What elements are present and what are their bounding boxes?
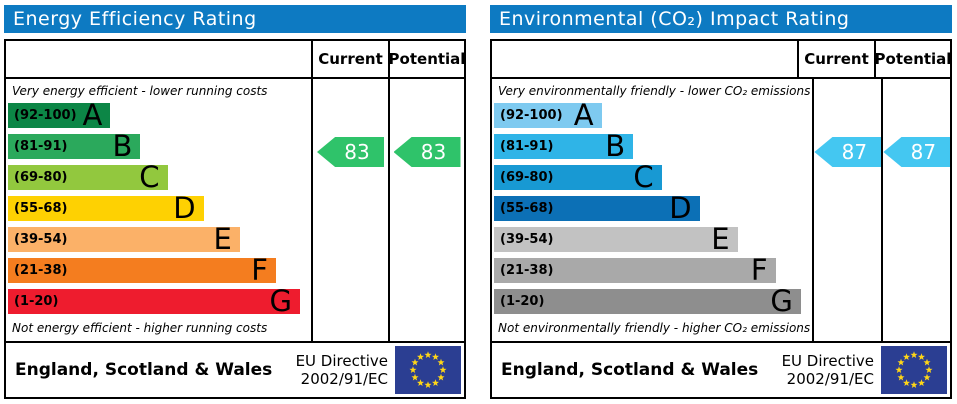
current-value-column: 87 bbox=[812, 79, 882, 341]
band-range-label: (92-100) bbox=[14, 108, 77, 123]
band-row-c: (69-80) C bbox=[494, 160, 662, 194]
energy-efficiency-rating-chart: Energy Efficiency Rating Current Potenti… bbox=[4, 5, 466, 399]
eu-flag-icon bbox=[395, 346, 461, 394]
eu-flag-icon bbox=[881, 346, 947, 394]
top-note: Very environmentally friendly - lower CO… bbox=[498, 84, 811, 98]
footer-region-label: England, Scotland & Wales bbox=[15, 360, 273, 380]
band-range-label: (39-54) bbox=[500, 232, 554, 247]
current-rating-arrow: 83 bbox=[317, 137, 384, 167]
band-range-label: (39-54) bbox=[14, 232, 68, 247]
band-row-b: (81-91) B bbox=[8, 129, 141, 163]
chart-title-bar: Energy Efficiency Rating bbox=[4, 5, 466, 33]
band-letter: B bbox=[605, 129, 626, 163]
rating-scale-area: Very environmentally friendly - lower CO… bbox=[492, 79, 951, 341]
band-letter: B bbox=[112, 129, 133, 163]
potential-value-column: 83 bbox=[388, 79, 464, 341]
current-rating-value: 87 bbox=[841, 140, 868, 164]
bottom-note: Not energy efficient - higher running co… bbox=[12, 321, 268, 335]
band-range-label: (69-80) bbox=[500, 170, 554, 185]
table-footer-row: England, Scotland & Wales EU Directive 2… bbox=[6, 341, 464, 397]
band-letter: E bbox=[711, 222, 730, 256]
band-range-label: (55-68) bbox=[500, 201, 554, 216]
band-letter: E bbox=[213, 222, 232, 256]
band-row-f: (21-38) F bbox=[8, 253, 276, 287]
eu-directive-line1: EU Directive bbox=[295, 352, 388, 370]
band-letter: A bbox=[82, 98, 103, 132]
band-letter: C bbox=[139, 160, 160, 194]
band-letter: F bbox=[251, 253, 268, 287]
bands-cell: Very energy efficient - lower running co… bbox=[6, 79, 311, 341]
band-row-d: (55-68) D bbox=[8, 191, 204, 225]
band-range-label: (1-20) bbox=[14, 294, 59, 309]
band-list: (92-100) A (81-91) B (69-80) C (55-68) D bbox=[494, 98, 810, 320]
band-row-b: (81-91) B bbox=[494, 129, 634, 163]
bottom-note: Not environmentally friendly - higher CO… bbox=[498, 321, 811, 335]
rating-table: Current Potential Very environmentally f… bbox=[490, 39, 952, 399]
potential-rating-value: 83 bbox=[420, 140, 447, 164]
band-row-d: (55-68) D bbox=[494, 191, 700, 225]
potential-rating-arrow: 87 bbox=[883, 137, 951, 167]
potential-rating-value: 87 bbox=[910, 140, 937, 164]
band-letter: G bbox=[770, 284, 793, 318]
rating-scale-area: Very energy efficient - lower running co… bbox=[6, 79, 464, 341]
band-letter: D bbox=[173, 191, 196, 225]
table-header-row: Current Potential bbox=[6, 41, 465, 79]
band-range-label: (55-68) bbox=[14, 201, 68, 216]
band-letter: F bbox=[750, 253, 768, 287]
column-header-potential: Potential bbox=[388, 41, 465, 77]
eu-directive-label: EU Directive 2002/91/EC bbox=[296, 352, 388, 388]
band-letter: C bbox=[633, 160, 654, 194]
table-footer-row: England, Scotland & Wales EU Directive 2… bbox=[492, 341, 950, 397]
band-range-label: (69-80) bbox=[14, 170, 68, 185]
header-spacer-cell bbox=[492, 41, 797, 77]
current-rating-value: 83 bbox=[344, 140, 370, 164]
column-header-current: Current bbox=[311, 41, 388, 77]
band-letter: D bbox=[669, 191, 692, 225]
column-header-potential: Potential bbox=[874, 41, 951, 77]
band-row-g: (1-20) G bbox=[8, 284, 300, 318]
band-row-g: (1-20) G bbox=[494, 284, 801, 318]
current-value-column: 83 bbox=[311, 79, 388, 341]
bands-cell: Very environmentally friendly - lower CO… bbox=[492, 79, 812, 341]
band-range-label: (81-91) bbox=[500, 139, 554, 154]
band-row-e: (39-54) E bbox=[8, 222, 240, 256]
eu-directive-line2: 2002/91/EC bbox=[786, 370, 874, 388]
eu-directive-line2: 2002/91/EC bbox=[300, 370, 388, 388]
top-note: Very energy efficient - lower running co… bbox=[12, 84, 268, 98]
band-range-label: (81-91) bbox=[14, 139, 68, 154]
band-letter: A bbox=[573, 98, 594, 132]
header-spacer-cell bbox=[6, 41, 311, 77]
chart-title-bar: Environmental (CO₂) Impact Rating bbox=[490, 5, 952, 33]
footer-region-label: England, Scotland & Wales bbox=[501, 360, 759, 380]
column-header-current: Current bbox=[797, 41, 874, 77]
table-header-row: Current Potential bbox=[492, 41, 951, 79]
band-row-c: (69-80) C bbox=[8, 160, 168, 194]
potential-value-column: 87 bbox=[881, 79, 951, 341]
eu-directive-line1: EU Directive bbox=[781, 352, 874, 370]
band-range-label: (92-100) bbox=[500, 108, 563, 123]
rating-table: Current Potential Very energy efficient … bbox=[4, 39, 466, 399]
current-rating-arrow: 87 bbox=[814, 137, 882, 167]
band-row-f: (21-38) F bbox=[494, 253, 776, 287]
band-row-a: (92-100) A bbox=[8, 98, 111, 132]
potential-rating-arrow: 83 bbox=[393, 137, 461, 167]
band-row-a: (92-100) A bbox=[494, 98, 602, 132]
band-range-label: (1-20) bbox=[500, 294, 545, 309]
band-letter: G bbox=[269, 284, 292, 318]
eu-directive-label: EU Directive 2002/91/EC bbox=[782, 352, 874, 388]
band-range-label: (21-38) bbox=[14, 263, 68, 278]
band-range-label: (21-38) bbox=[500, 263, 554, 278]
band-list: (92-100) A (81-91) B (69-80) C (55-68) D bbox=[8, 98, 309, 320]
environmental-co2-impact-rating-chart: Environmental (CO₂) Impact Rating Curren… bbox=[490, 5, 952, 399]
band-row-e: (39-54) E bbox=[494, 222, 738, 256]
